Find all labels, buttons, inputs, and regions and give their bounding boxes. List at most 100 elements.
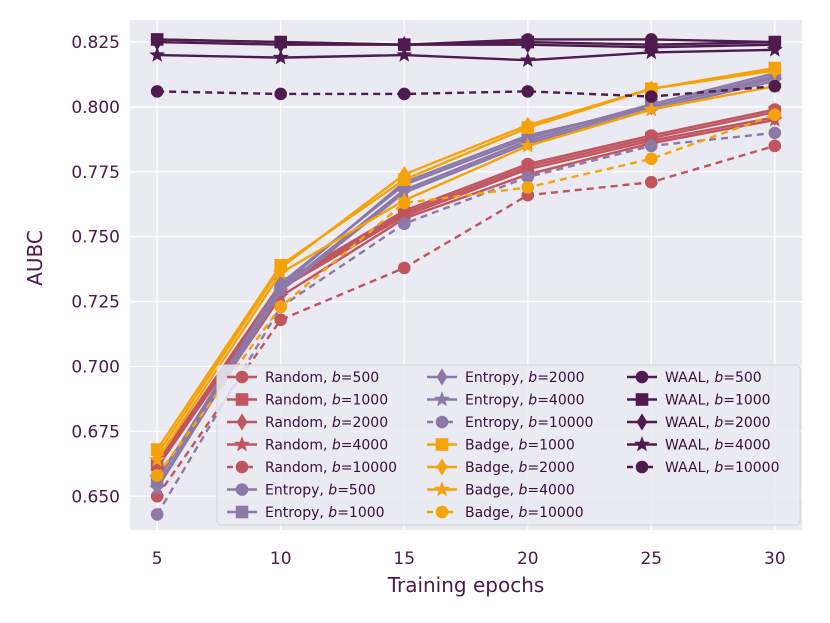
data-point (521, 181, 535, 194)
data-point (396, 46, 413, 62)
x-tick-label: 10 (270, 549, 292, 569)
legend-marker (436, 368, 448, 386)
x-tick-label: 15 (393, 549, 415, 569)
series-line (156, 131, 775, 516)
series-line (156, 69, 775, 456)
y-axis-title: AUBC (23, 230, 47, 286)
data-point (150, 508, 164, 521)
data-point (150, 85, 164, 98)
y-tick-label: 0.825 (71, 33, 120, 53)
legend-marker (436, 458, 448, 476)
legend-marker (435, 438, 449, 451)
legend-label: Badge, b=2000 (465, 460, 575, 476)
data-point (149, 480, 166, 496)
legend-marker (235, 460, 249, 474)
data-point (272, 282, 289, 298)
legend-marker (434, 481, 450, 497)
series-line (156, 118, 776, 479)
series-line (157, 38, 775, 46)
series-badge-b10000 (150, 108, 782, 482)
y-tick-label: 0.750 (71, 228, 120, 248)
legend-label: Entropy, b=1000 (265, 505, 385, 521)
legend-item: Entropy, b=4000 (427, 391, 585, 409)
data-point (643, 44, 660, 60)
legend-item: Entropy, b=2000 (427, 368, 585, 386)
legend-label: WAAL, b=1000 (665, 393, 771, 409)
legend-item: Random, b=2000 (227, 413, 388, 431)
legend-item: Entropy, b=10000 (427, 415, 593, 431)
data-point (766, 41, 783, 57)
data-point (519, 51, 536, 67)
y-tick-labels: 0.650 0.675 0.700 0.725 0.750 0.775 0.800 0.825 (71, 33, 120, 507)
x-tick-label: 5 (152, 549, 163, 569)
legend-marker (434, 391, 450, 407)
series-waal-b4000 (149, 41, 783, 67)
legend-label: WAAL, b=500 (665, 370, 762, 386)
legend-marker (636, 413, 648, 431)
data-point (149, 46, 166, 62)
data-point (768, 139, 782, 153)
legend-item: WAAL, b=2000 (627, 413, 771, 431)
legend: Random, b=500 Random, b=1000 Random, b=200… (216, 364, 801, 526)
data-point (522, 116, 534, 134)
series-line (157, 40, 775, 49)
data-point (644, 139, 658, 153)
y-tick-label: 0.675 (71, 422, 120, 442)
legend-marker (235, 393, 249, 406)
data-point (397, 196, 411, 210)
legend-item: Entropy, b=500 (227, 483, 376, 499)
data-point (397, 217, 411, 231)
legend-marker (435, 505, 449, 519)
series-random-b10000 (150, 139, 782, 503)
legend-marker (236, 413, 248, 431)
data-point (274, 87, 288, 101)
data-point (272, 49, 289, 65)
legend-label: Random, b=1000 (265, 393, 388, 409)
data-point (643, 101, 660, 117)
legend-item: Badge, b=2000 (427, 458, 575, 476)
legend-item: WAAL, b=500 (627, 370, 762, 386)
data-point (644, 90, 658, 103)
legend-item: WAAL, b=10000 (627, 460, 780, 476)
series-line (157, 84, 775, 98)
data-point (150, 469, 164, 482)
legend-item: Badge, b=1000 (427, 438, 575, 454)
legend-label: Entropy, b=500 (265, 483, 376, 499)
legend-marker (634, 436, 650, 452)
data-point (397, 261, 411, 275)
legend-marker (435, 415, 449, 429)
y-tick-label: 0.775 (71, 163, 120, 183)
x-axis-title: Training epochs (387, 573, 545, 597)
series-line (156, 113, 776, 477)
legend-marker (235, 505, 249, 519)
legend-marker (635, 460, 649, 474)
x-tick-label: 20 (517, 549, 539, 569)
legend-marker (635, 393, 649, 406)
legend-item: Badge, b=4000 (427, 481, 575, 499)
y-tick-label: 0.725 (71, 293, 120, 313)
data-point (274, 313, 288, 327)
series-line (156, 85, 776, 461)
legend-item: Badge, b=10000 (427, 505, 584, 521)
legend-marker (235, 370, 249, 384)
legend-marker (234, 436, 250, 452)
series-line (156, 77, 776, 487)
legend-item: WAAL, b=4000 (627, 436, 771, 454)
legend-label: Entropy, b=4000 (465, 393, 585, 409)
legend-label: Random, b=500 (265, 370, 379, 386)
data-point (398, 165, 410, 183)
data-point (397, 87, 411, 101)
data-point (768, 79, 782, 93)
legend-label: Random, b=10000 (265, 460, 397, 476)
legend-label: Entropy, b=10000 (465, 415, 593, 431)
legend-item: Random, b=500 (227, 370, 379, 386)
legend-item: WAAL, b=1000 (627, 393, 771, 409)
x-tick-label: 30 (764, 549, 786, 569)
series-waal-b10000 (150, 79, 782, 103)
legend-label: Random, b=4000 (265, 438, 388, 454)
legend-label: Badge, b=1000 (465, 438, 575, 454)
legend-label: Random, b=2000 (265, 415, 388, 431)
legend-label: WAAL, b=10000 (665, 460, 780, 476)
